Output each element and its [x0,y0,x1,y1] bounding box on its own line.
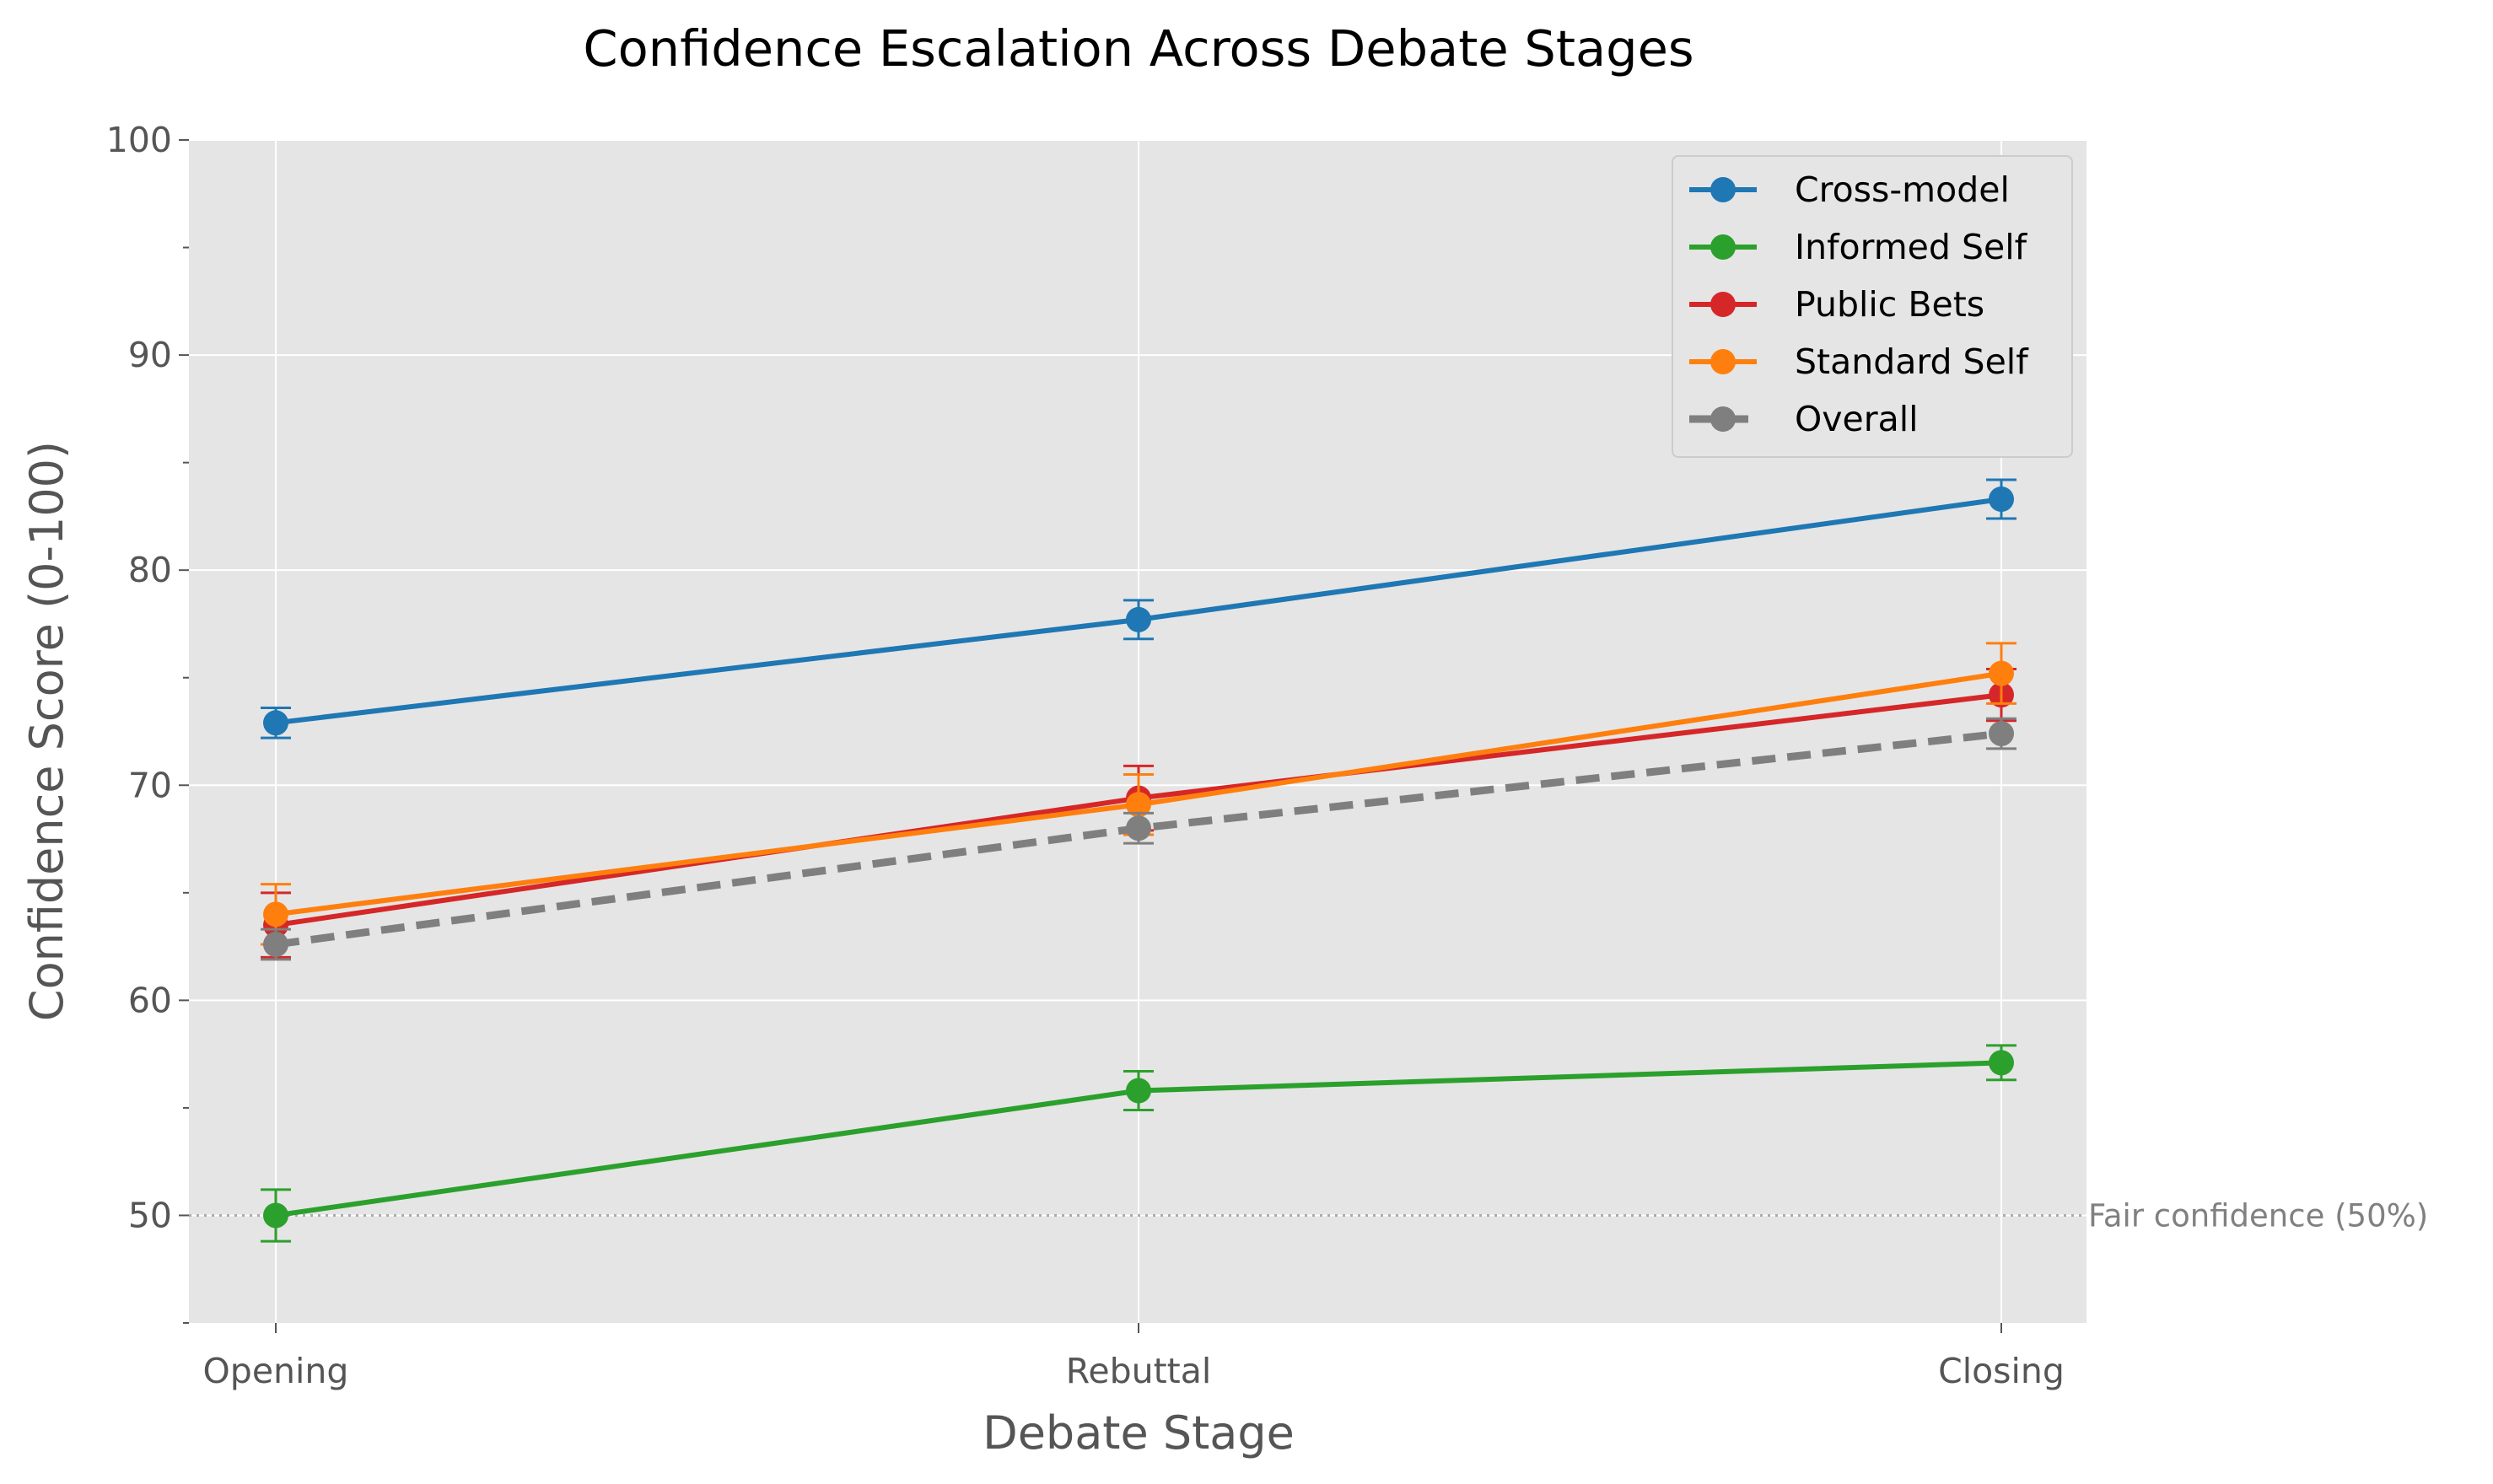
x-tick-label: Opening [203,1351,349,1391]
axis-ticks: 50 60 70 80 90 100 Opening Rebuttal Closing [106,120,2065,1391]
data-point [263,932,288,958]
y-tick-label: 50 [128,1195,172,1235]
x-tick-label: Closing [1938,1351,2065,1391]
series-cross-model [261,478,2016,739]
data-point [1126,606,1151,632]
data-point [1126,815,1151,841]
y-tick-label: 70 [128,765,172,805]
data-point [263,1202,288,1229]
y-tick-label: 100 [106,120,172,160]
chart-title: Confidence Escalation Across Debate Stag… [583,19,1693,78]
legend-label: Public Bets [1795,284,1984,325]
data-point [1989,721,2014,747]
y-tick-label: 90 [128,335,172,375]
data-point [1989,1050,2014,1076]
data-point [1126,792,1151,818]
reference-line-label: Fair confidence (50%) [2088,1197,2428,1234]
legend-label: Standard Self [1795,341,2029,382]
y-tick-label: 80 [128,550,172,590]
reference-line-group: Fair confidence (50%) [189,1197,2428,1234]
y-tick-label: 60 [128,980,172,1020]
x-axis-label: Debate Stage [983,1406,1295,1460]
series-group [261,478,2016,1243]
data-point [1989,660,2014,686]
legend-marker [1710,292,1736,317]
series-overall [261,717,2016,961]
legend-marker [1710,177,1736,202]
legend-label: Cross-model [1795,169,2010,210]
data-point [263,710,288,736]
legend-marker [1710,406,1736,432]
x-tick-label: Rebuttal [1066,1351,1212,1391]
legend-label: Informed Self [1795,227,2028,267]
legend-box [1672,155,2073,458]
legend-label: Overall [1795,399,1919,439]
data-point [1989,487,2014,513]
y-axis-label: Confidence Score (0-100) [20,441,73,1021]
legend-marker [1710,349,1736,374]
legend: Cross-model Informed Self Public Bets Stand… [1672,155,2073,458]
data-point [1126,1078,1151,1104]
legend-marker [1710,234,1736,260]
data-point [263,901,288,928]
series-informed-self [261,1044,2016,1243]
